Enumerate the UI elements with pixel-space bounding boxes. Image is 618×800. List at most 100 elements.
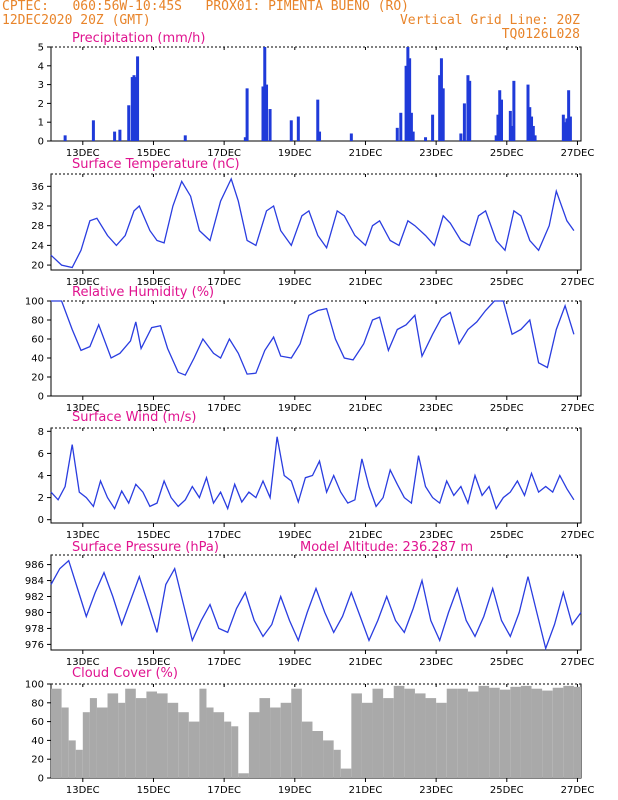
cloud-bar: [333, 749, 341, 778]
cloud-bar: [510, 686, 521, 778]
cloud-bar: [51, 688, 62, 778]
precip-bar: [526, 84, 530, 141]
panel-title: Precipitation (mm/h): [72, 31, 205, 46]
x-tick-label: 19DEC: [278, 148, 312, 159]
cloud-bar: [75, 749, 83, 778]
y-tick-label: 20: [31, 755, 44, 766]
cloud-bar: [446, 688, 458, 778]
cloud-bar: [280, 702, 292, 778]
cloud-bar: [312, 731, 324, 778]
x-tick-label: 13DEC: [66, 785, 100, 796]
x-tick-label: 15DEC: [137, 785, 171, 796]
y-tick-label: 80: [31, 316, 44, 327]
cloud-bar: [301, 721, 313, 778]
precip-bar: [263, 47, 267, 141]
precip-bar: [118, 129, 122, 141]
cloud-bar: [199, 688, 207, 778]
precip-bar: [512, 80, 516, 141]
y-tick-label: 3: [38, 80, 44, 91]
x-tick-label: 17DEC: [207, 403, 241, 414]
y-tick-label: 40: [31, 736, 44, 747]
y-tick-label: 978: [25, 624, 44, 635]
cloud-bar: [231, 726, 239, 778]
x-tick-label: 23DEC: [419, 785, 453, 796]
x-tick-label: 13DEC: [66, 657, 100, 668]
x-tick-label: 13DEC: [66, 403, 100, 414]
precip-bar: [459, 133, 463, 141]
cloud-bar: [89, 698, 97, 778]
precip-bar: [136, 56, 140, 141]
cloud-bar: [499, 689, 511, 778]
precip-bar: [127, 105, 131, 141]
x-tick-label: 13DEC: [66, 277, 100, 288]
x-tick-label: 25DEC: [490, 277, 524, 288]
y-tick-label: 80: [31, 698, 44, 709]
precip-bar: [568, 116, 572, 141]
precip-bar: [134, 77, 138, 141]
precip-bar: [261, 86, 265, 141]
x-tick-label: 17DEC: [207, 530, 241, 541]
x-tick-label: 21DEC: [349, 403, 383, 414]
cloud-bar: [96, 707, 108, 778]
y-tick-label: 4: [38, 471, 44, 482]
x-tick-label: 25DEC: [490, 785, 524, 796]
x-tick-label: 17DEC: [207, 657, 241, 668]
precip-bar: [528, 107, 532, 141]
x-tick-label: 25DEC: [490, 530, 524, 541]
precip-bar: [498, 90, 502, 141]
x-tick-label: 23DEC: [419, 403, 453, 414]
precip-bar: [466, 75, 470, 141]
series-line: [50, 559, 582, 651]
precip-bar: [567, 90, 571, 141]
x-tick-label: 27DEC: [561, 148, 595, 159]
x-tick-label: 21DEC: [349, 277, 383, 288]
x-tick-label: 21DEC: [349, 148, 383, 159]
y-tick-label: 36: [31, 182, 44, 193]
cloud-bar: [125, 688, 136, 778]
panel-frame: [50, 300, 582, 397]
precip-bar: [530, 116, 534, 141]
cloud-bar: [552, 687, 564, 778]
precip-bar: [409, 112, 413, 141]
panel-frame: [50, 427, 582, 524]
precip-bar: [395, 127, 399, 141]
y-tick-label: 0: [38, 515, 44, 526]
precip-bar: [441, 88, 445, 141]
precip-bar: [245, 88, 249, 141]
precip-bar: [268, 109, 272, 141]
panel-title: Cloud Cover (%): [72, 666, 178, 681]
x-tick-label: 27DEC: [561, 785, 595, 796]
y-tick-label: 32: [31, 202, 44, 213]
x-tick-label: 15DEC: [137, 657, 171, 668]
precip-bar: [561, 114, 565, 141]
precip-bar: [496, 114, 500, 141]
header-date: 12DEC2020 20Z (GMT): [2, 13, 151, 28]
precip-bar: [318, 131, 322, 141]
x-tick-label: 19DEC: [278, 403, 312, 414]
cloud-bar: [213, 712, 225, 778]
precip-bar: [500, 99, 503, 141]
x-tick-label: 25DEC: [490, 403, 524, 414]
panel-annotation: Model Altitude: 236.287 m: [300, 540, 473, 555]
cloud-bar: [489, 687, 500, 778]
y-tick-label: 60: [31, 335, 44, 346]
cloud-bar: [248, 712, 260, 778]
x-tick-label: 19DEC: [278, 277, 312, 288]
x-tick-label: 17DEC: [207, 148, 241, 159]
x-tick-label: 17DEC: [207, 277, 241, 288]
cloud-bar: [167, 702, 179, 778]
y-tick-label: 5: [38, 43, 44, 54]
x-tick-label: 15DEC: [137, 530, 171, 541]
y-tick-label: 40: [31, 354, 44, 365]
y-tick-label: 982: [25, 592, 44, 603]
cloud-bar: [206, 707, 214, 778]
cloud-bar: [270, 707, 281, 778]
precip-bar: [531, 125, 535, 141]
cloud-bar: [146, 691, 157, 778]
y-tick-label: 1: [38, 118, 44, 129]
precip-bar: [565, 118, 569, 141]
precip-bar: [296, 116, 300, 141]
cloud-bar: [61, 707, 69, 778]
precip-bar: [408, 58, 412, 141]
x-tick-label: 27DEC: [561, 530, 595, 541]
